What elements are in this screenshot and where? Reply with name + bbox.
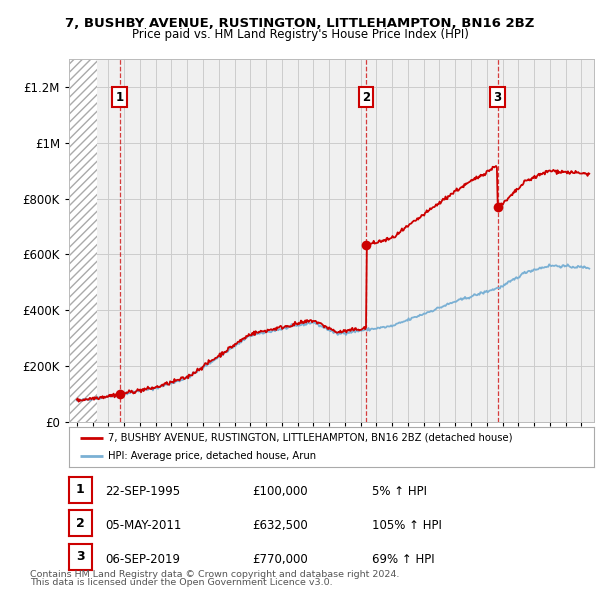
Text: 69% ↑ HPI: 69% ↑ HPI [372, 553, 434, 566]
Text: £632,500: £632,500 [252, 519, 308, 532]
Text: 105% ↑ HPI: 105% ↑ HPI [372, 519, 442, 532]
Text: 5% ↑ HPI: 5% ↑ HPI [372, 486, 427, 499]
Text: £100,000: £100,000 [252, 486, 308, 499]
Text: 05-MAY-2011: 05-MAY-2011 [105, 519, 181, 532]
Text: 3: 3 [76, 550, 85, 563]
Text: 7, BUSHBY AVENUE, RUSTINGTON, LITTLEHAMPTON, BN16 2BZ: 7, BUSHBY AVENUE, RUSTINGTON, LITTLEHAMP… [65, 17, 535, 30]
Text: 2: 2 [76, 517, 85, 530]
Text: 2: 2 [362, 91, 370, 104]
Text: 7, BUSHBY AVENUE, RUSTINGTON, LITTLEHAMPTON, BN16 2BZ (detached house): 7, BUSHBY AVENUE, RUSTINGTON, LITTLEHAMP… [109, 433, 513, 443]
Text: Price paid vs. HM Land Registry's House Price Index (HPI): Price paid vs. HM Land Registry's House … [131, 28, 469, 41]
Text: 1: 1 [116, 91, 124, 104]
Text: Contains HM Land Registry data © Crown copyright and database right 2024.: Contains HM Land Registry data © Crown c… [30, 571, 400, 579]
Text: 22-SEP-1995: 22-SEP-1995 [105, 486, 180, 499]
Text: 1: 1 [76, 483, 85, 496]
Text: 06-SEP-2019: 06-SEP-2019 [105, 553, 180, 566]
Text: This data is licensed under the Open Government Licence v3.0.: This data is licensed under the Open Gov… [30, 578, 332, 587]
Text: HPI: Average price, detached house, Arun: HPI: Average price, detached house, Arun [109, 451, 317, 461]
Text: 3: 3 [493, 91, 502, 104]
Bar [69, 59, 97, 422]
Text: £770,000: £770,000 [252, 553, 308, 566]
